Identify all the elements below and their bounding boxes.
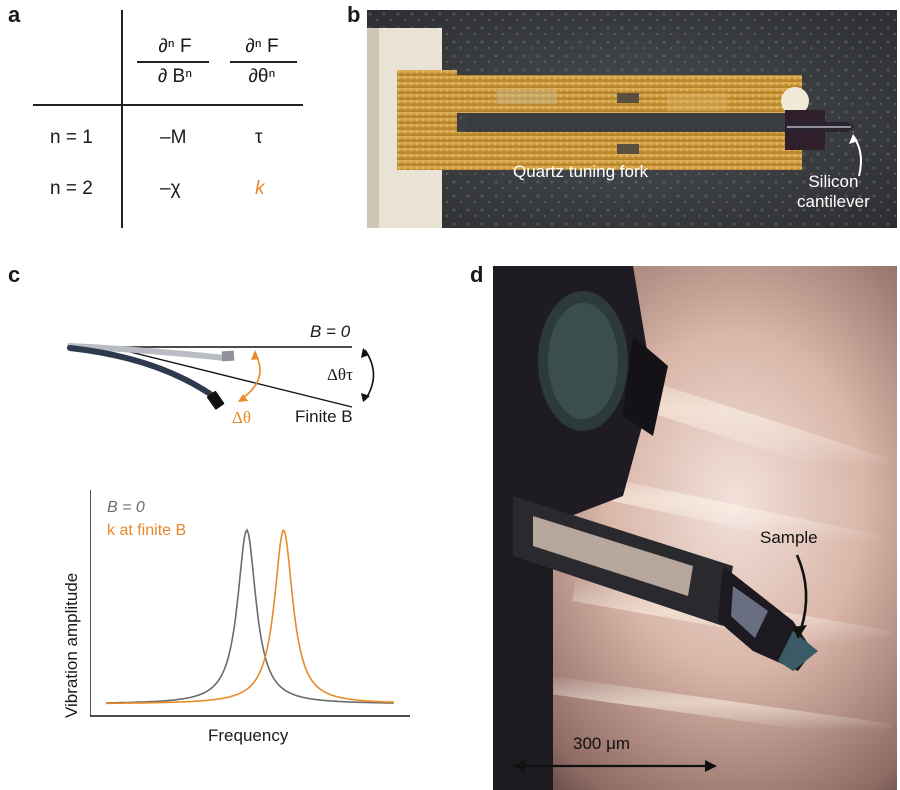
row1-col2: τ bbox=[255, 127, 263, 148]
panel-d-letter: d bbox=[470, 262, 484, 287]
panel-a-letter: a bbox=[8, 2, 21, 27]
row2-col1: –χ bbox=[160, 178, 181, 199]
sample-arrow bbox=[793, 554, 808, 639]
y-axis-label: Vibration amplitude bbox=[62, 572, 81, 718]
finite-b-label: Finite B bbox=[295, 407, 353, 426]
panel-b-letter: b bbox=[347, 2, 361, 27]
tuning-fork-photo: Quartz tuning fork Silicon cantilever bbox=[367, 10, 897, 228]
series-line-b0 bbox=[106, 528, 394, 704]
col2-numerator: ∂ⁿ F bbox=[245, 36, 279, 57]
x-axis-label: Frequency bbox=[208, 726, 289, 745]
legend-b0: B = 0 bbox=[107, 499, 145, 516]
row1-n: n = 1 bbox=[50, 127, 93, 148]
cantilever-label: Silicon cantilever bbox=[797, 172, 870, 212]
row2-n: n = 2 bbox=[50, 178, 93, 199]
col2-denominator: ∂θⁿ bbox=[248, 66, 276, 87]
scale-bar bbox=[513, 760, 717, 772]
cantilever-arrow bbox=[849, 134, 862, 177]
dtheta-label: Δθ bbox=[232, 408, 252, 427]
panel-c-letter: c bbox=[8, 262, 21, 287]
row2-col2: k bbox=[255, 178, 265, 199]
col1-denominator: ∂ Bⁿ bbox=[157, 66, 193, 87]
sample-label: Sample bbox=[760, 528, 818, 547]
col2-fraction-bar bbox=[230, 61, 297, 63]
cantilever-label-line2: cantilever bbox=[797, 192, 870, 211]
fork-label: Quartz tuning fork bbox=[513, 162, 649, 181]
cantilever-schematic bbox=[67, 343, 375, 410]
dtheta-tau-label: Δθτ bbox=[327, 365, 353, 384]
row1-col1: –M bbox=[160, 127, 187, 148]
resonance-chart bbox=[90, 490, 410, 717]
microscope-photo: Sample 300 μm bbox=[493, 266, 897, 790]
table-horizontal-rule bbox=[33, 104, 303, 106]
col1-numerator: ∂ⁿ F bbox=[158, 36, 192, 57]
scale-bar-label: 300 μm bbox=[573, 734, 631, 753]
table-vertical-rule bbox=[121, 10, 123, 228]
cantilever-label-line1: Silicon bbox=[808, 172, 859, 191]
series-line-finite-b bbox=[106, 529, 394, 705]
b0-label: B = 0 bbox=[310, 322, 351, 341]
legend-k: k at finite B bbox=[107, 522, 187, 539]
col1-fraction-bar bbox=[137, 61, 209, 63]
